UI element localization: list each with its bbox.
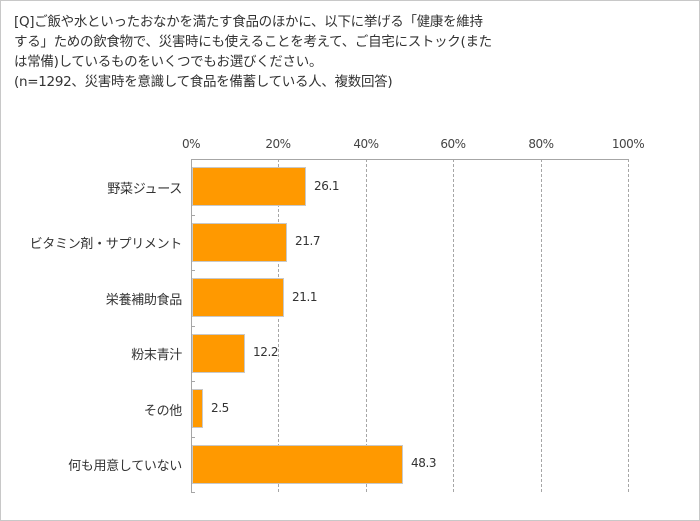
bar-chart-plot-area: 0% 20% 40% 60% 80% 100% 26.1 21.7 21.1 12.2 2.5 48.…	[182, 137, 645, 493]
y-tick	[191, 437, 195, 438]
bar	[192, 223, 287, 262]
x-tick-label: 0%	[181, 137, 201, 151]
y-tick	[191, 326, 195, 327]
x-axis-line	[191, 159, 628, 160]
question-line-3: は常備)しているものをいくつでもお選びください。	[14, 54, 323, 70]
gridline	[278, 159, 279, 492]
category-label: 粉末青汁	[131, 348, 182, 363]
x-tick-label: 60%	[440, 137, 466, 151]
sample-note: (n=1292、災害時を意識して食品を備蓄している人、複数回答)	[14, 74, 393, 90]
question-line-2: する」ための飲食物で、災害時にも使えることを考えて、ご自宅にストック(また	[14, 34, 492, 50]
y-tick	[191, 215, 195, 216]
category-label: 何も用意していない	[68, 459, 182, 474]
x-tick-label: 40%	[353, 137, 379, 151]
question-line-1: [Q]ご飯や水といったおなかを満たす食品のほかに、以下に挙げる「健康を維持	[14, 14, 483, 30]
x-tick-label: 100%	[611, 137, 645, 151]
bar	[192, 167, 306, 206]
category-label: その他	[143, 404, 182, 419]
gridline	[541, 159, 542, 492]
x-tick-label: 20%	[265, 137, 291, 151]
data-label: 2.5	[211, 401, 229, 415]
gridline	[366, 159, 367, 492]
y-axis-line	[191, 159, 192, 492]
data-label: 21.1	[292, 290, 318, 304]
y-tick	[191, 492, 195, 493]
x-tick-label: 80%	[528, 137, 554, 151]
y-tick	[191, 381, 195, 382]
category-label: ビタミン剤・サプリメント	[29, 237, 183, 252]
category-label: 野菜ジュース	[107, 182, 182, 197]
data-label: 12.2	[253, 345, 279, 359]
bar	[192, 445, 403, 484]
category-label: 栄養補助食品	[105, 293, 183, 308]
bar	[192, 334, 245, 373]
data-label: 21.7	[295, 234, 321, 248]
bar	[192, 278, 284, 317]
question-text: [Q]ご飯や水といったおなかを満たす食品のほかに、以下に挙げる「健康を維持 する…	[14, 12, 654, 92]
gridline	[453, 159, 454, 492]
data-label: 48.3	[411, 456, 437, 470]
y-tick	[191, 159, 195, 160]
data-label: 26.1	[314, 179, 340, 193]
y-tick	[191, 270, 195, 271]
bar	[192, 389, 203, 428]
gridline	[628, 159, 629, 492]
